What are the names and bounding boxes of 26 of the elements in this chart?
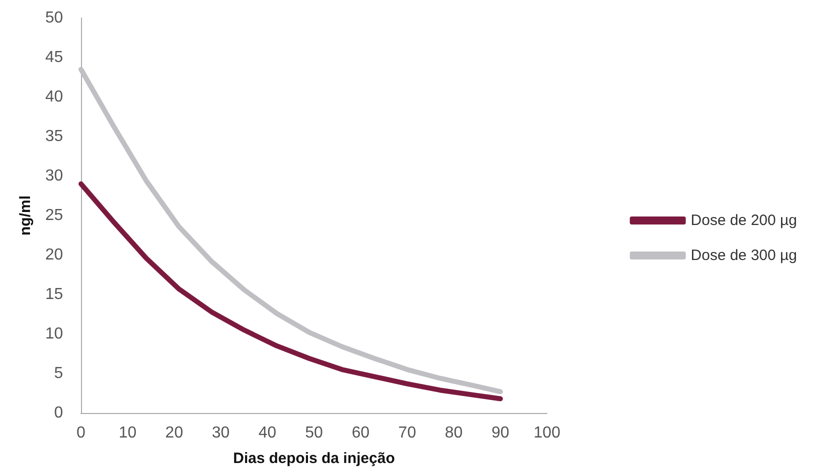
y-tick-label: 35: [45, 128, 64, 145]
y-tick-label: 20: [45, 246, 64, 264]
y-tick-label: 30: [45, 168, 64, 184]
x-tick-label: 20: [165, 424, 184, 442]
x-tick-label: 40: [258, 424, 276, 442]
x-tick-label: 50: [305, 424, 323, 442]
x-tick-label: 70: [398, 424, 416, 442]
y-tick-label: 25: [45, 207, 64, 224]
legend-label: Dose de 300 µg: [690, 247, 798, 264]
x-tick-label: 10: [118, 424, 137, 442]
legend-label: Dose de 200 µg: [690, 212, 798, 229]
x-tick-label: 30: [212, 424, 230, 442]
y-tick-label: 45: [45, 49, 64, 66]
y-tick-label: 50: [45, 10, 64, 26]
x-tick-label: 80: [444, 424, 463, 442]
y-tick-label: 15: [45, 286, 64, 303]
y-axis-title: ng/ml: [17, 196, 34, 236]
y-tick-label: 10: [45, 326, 64, 342]
x-tick-label: 0: [76, 424, 86, 442]
x-tick-label: 100: [534, 424, 560, 442]
y-tick-label: 0: [54, 404, 64, 422]
x-tick-label: 60: [352, 424, 370, 442]
y-tick-label: 5: [54, 365, 64, 382]
x-axis-title: Dias depois da injeção: [233, 450, 395, 467]
x-tick-label: 90: [492, 424, 510, 442]
y-tick-label: 40: [45, 88, 64, 106]
